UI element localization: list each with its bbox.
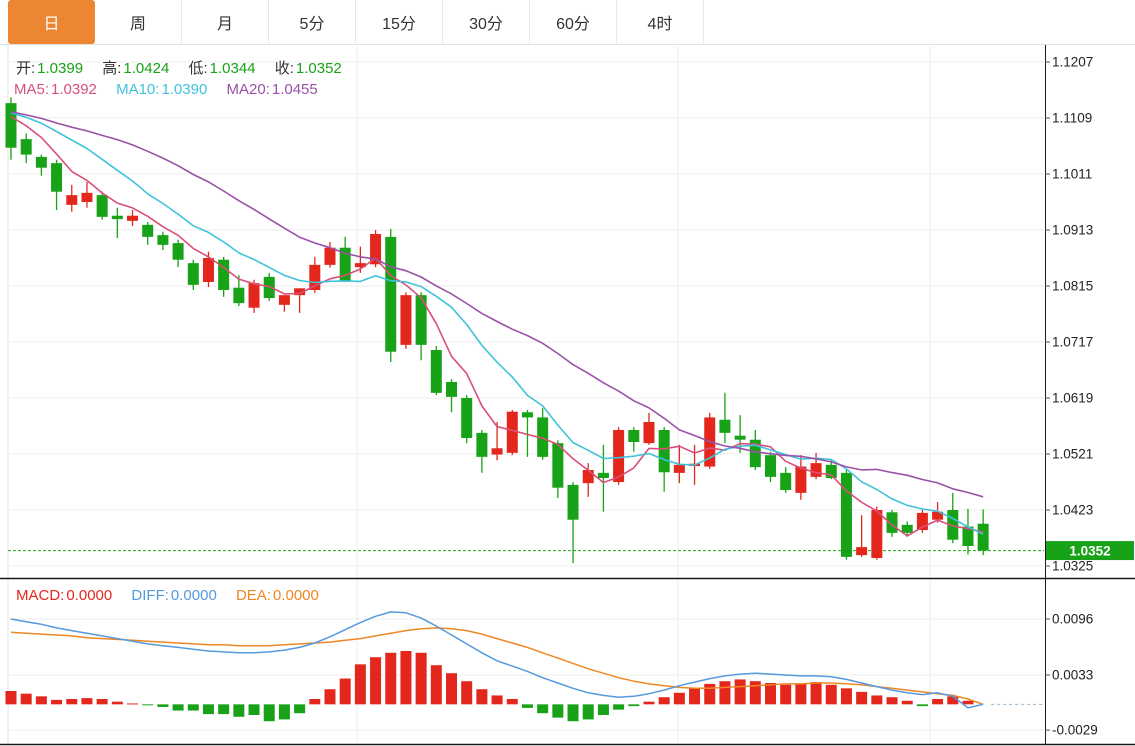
macd-readout: MACD: 0.0000 DIFF: 0.0000 DEA: 0.0000 [16,587,334,604]
price-axis-label: 1.0619 [1052,391,1093,406]
macd-axis-label: 0.0096 [1052,612,1093,627]
price-axis-label: 1.1011 [1052,167,1092,182]
tab-6[interactable]: 30分 [443,0,530,44]
close-label: 收: [274,60,294,77]
low-label: 低: [188,60,208,77]
diff-line [10,611,984,709]
tab-8[interactable]: 4时 [617,0,704,44]
tab-7[interactable]: 60分 [530,0,617,44]
ma10-value: 1.0390 [161,81,208,98]
macd-histogram [5,651,974,722]
ma5-label: MA5: [14,81,50,98]
tab-4[interactable]: 5分 [269,0,356,44]
open-label: 开: [16,60,36,77]
macd-axis-label: 0.0033 [1052,668,1093,683]
ma5-line [10,115,984,537]
ma5-value: 1.0392 [51,81,97,98]
diff-value: 0.0000 [170,587,217,604]
gridlines [7,45,1045,744]
price-axis-label: 1.0717 [1052,335,1093,350]
macd-label: MACD: [16,587,65,604]
ohlc-readout: 开: 1.0399 高: 1.0424 低: 1.0344 收: 1.0352 [16,57,357,78]
tab-2[interactable]: 周 [95,0,182,44]
close-value: 1.0352 [295,60,342,77]
tab-3[interactable]: 月 [182,0,269,44]
ma10-readout: MA10: 1.0390 [116,81,207,98]
dea-readout: DEA: 0.0000 [236,587,319,604]
tab-1-active[interactable]: 日 [8,0,95,44]
macd-value: 0.0000 [66,587,113,604]
tab-5[interactable]: 15分 [356,0,443,44]
price-axis-label: 1.0325 [1052,559,1093,574]
macd-axis: 0.0096 0.0033 -0.0029 [1045,612,1098,738]
low-readout: 低: 1.0344 [188,60,255,77]
current-price-badge-text: 1.0352 [1069,543,1110,558]
ma10-line [10,111,984,535]
current-price-badge: 1.0352 [1046,541,1134,561]
dea-line [10,627,984,706]
ma20-label: MA20: [226,81,270,98]
price-axis-label: 1.0815 [1052,279,1093,294]
low-value: 1.0344 [209,60,256,77]
price-axis-label: 1.1109 [1052,111,1092,126]
open-readout: 开: 1.0399 [16,60,83,77]
candlestick-series [5,97,989,564]
ma20-line [10,111,984,498]
macd-value-readout: MACD: 0.0000 [16,587,112,604]
close-readout: 收: 1.0352 [275,60,342,77]
timeframe-tab-bar: 日周月 5分 15分 30分 60分 4时 [0,0,1135,45]
high-label: 高: [102,60,122,77]
price-axis-label: 1.0423 [1052,503,1093,518]
ma-readout: MA5: 1.0392 MA10: 1.0390 MA20: 1.0455 [14,81,333,98]
high-value: 1.0424 [123,60,170,77]
dea-label: DEA: [235,587,271,604]
macd-axis-label: -0.0029 [1052,723,1098,738]
dea-value: 0.0000 [272,587,319,604]
ma10-label: MA10: [116,81,160,98]
price-axis-label: 1.0913 [1052,223,1093,238]
price-axis: 1.1207 1.1109 1.1011 1.0913 1.0815 1.0717 1.06… [1045,55,1093,574]
ma20-value: 1.0455 [271,81,318,98]
price-axis-label: 1.1207 [1052,55,1093,70]
open-value: 1.0399 [37,60,84,77]
ma20-readout: MA20: 1.0455 [227,81,318,98]
diff-label: DIFF: [131,587,169,604]
high-readout: 高: 1.0424 [102,60,169,77]
diff-readout: DIFF: 0.0000 [131,587,216,604]
price-axis-label: 1.0521 [1052,447,1093,462]
ma5-readout: MA5: 1.0392 [14,81,97,98]
